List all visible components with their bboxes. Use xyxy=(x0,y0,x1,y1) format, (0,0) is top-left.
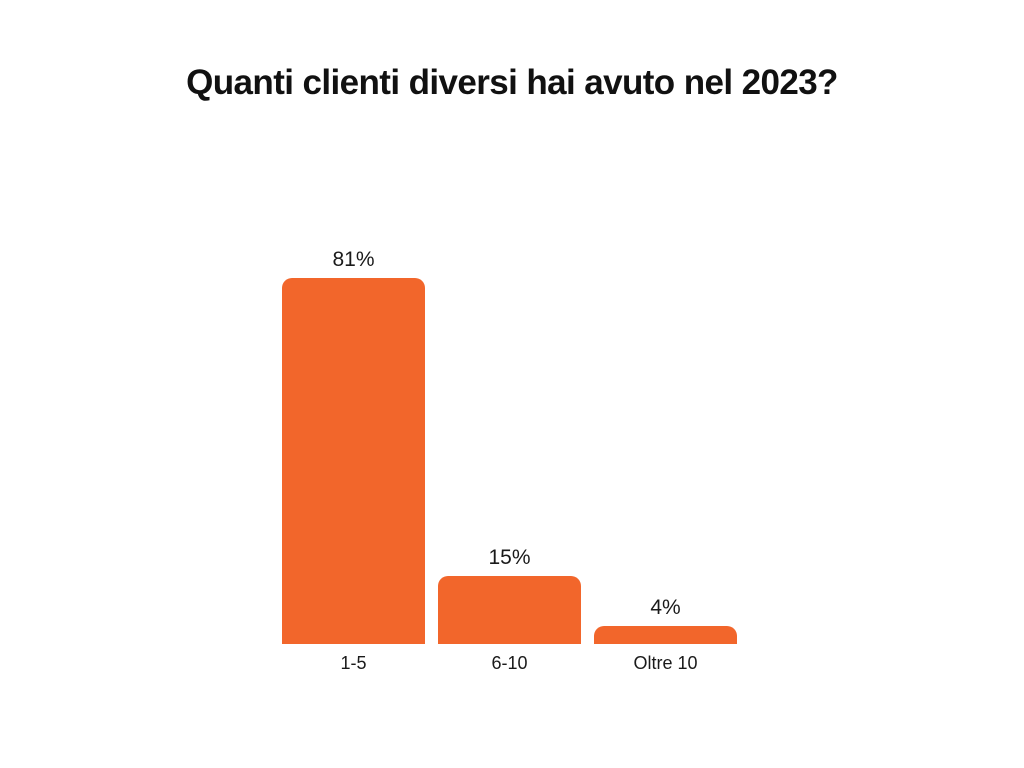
category-labels-row: 1-5 6-10 Oltre 10 xyxy=(282,653,737,674)
bar xyxy=(594,626,737,644)
bar-chart: 81% 15% 4% 1-5 6-10 Oltre 10 xyxy=(282,244,737,674)
bar-column: 4% xyxy=(594,596,737,644)
bar-column: 15% xyxy=(438,546,581,644)
bars-row: 81% 15% 4% xyxy=(282,244,737,644)
bar-category-label: 6-10 xyxy=(491,653,528,673)
bar xyxy=(438,576,581,644)
chart-title: Quanti clienti diversi hai avuto nel 202… xyxy=(186,63,838,102)
bar-category-label: Oltre 10 xyxy=(633,653,698,673)
bar-value-label: 15% xyxy=(488,546,531,569)
bar-value-label: 81% xyxy=(332,248,375,271)
bar-value-label: 4% xyxy=(650,596,681,619)
bar-category-label: 1-5 xyxy=(340,653,367,673)
bar-column: 81% xyxy=(282,248,425,644)
bar xyxy=(282,278,425,644)
